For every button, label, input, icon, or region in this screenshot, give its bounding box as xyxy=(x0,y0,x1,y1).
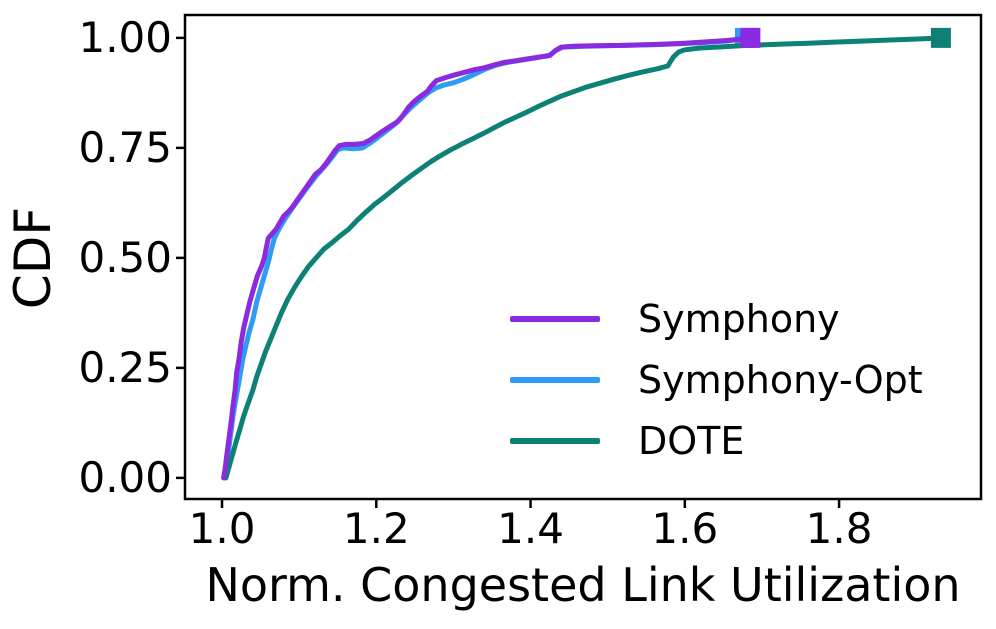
x-tick-label: 1.6 xyxy=(651,504,719,553)
y-tick-label: 0.75 xyxy=(78,122,172,172)
legend: Symphony Symphony-Opt DOTE xyxy=(510,288,923,471)
legend-item-symphony: Symphony xyxy=(510,288,923,349)
legend-line-swatch-symphony xyxy=(510,315,600,322)
axes-group xyxy=(176,13,983,508)
x-axis-label: Norm. Congested Link Utilization xyxy=(205,558,961,612)
series-group xyxy=(221,27,951,481)
legend-item-symphony-opt: Symphony-Opt xyxy=(510,349,923,410)
end-marker-dote xyxy=(930,27,951,48)
legend-line-swatch-symphony-opt xyxy=(510,376,600,383)
y-tick-label: 0.00 xyxy=(78,452,172,502)
y-tick-label: 0.25 xyxy=(78,342,172,392)
y-tick-label: 1.00 xyxy=(78,12,172,62)
legend-label-symphony-opt: Symphony-Opt xyxy=(638,357,923,402)
legend-line-swatch-dote xyxy=(510,437,600,444)
x-tick-label: 1.4 xyxy=(497,504,564,553)
y-tick-label: 0.50 xyxy=(78,232,172,282)
legend-label-dote: DOTE xyxy=(638,418,745,463)
end-marker-symphony xyxy=(740,27,761,48)
curve-dote xyxy=(223,35,944,481)
x-tick-label: 1.8 xyxy=(805,504,873,553)
x-tick-label: 1.2 xyxy=(342,504,410,553)
legend-label-symphony: Symphony xyxy=(638,296,840,341)
x-tick-label: 1.0 xyxy=(188,504,256,553)
legend-item-dote: DOTE xyxy=(510,410,923,471)
curve-symphony xyxy=(221,35,753,481)
